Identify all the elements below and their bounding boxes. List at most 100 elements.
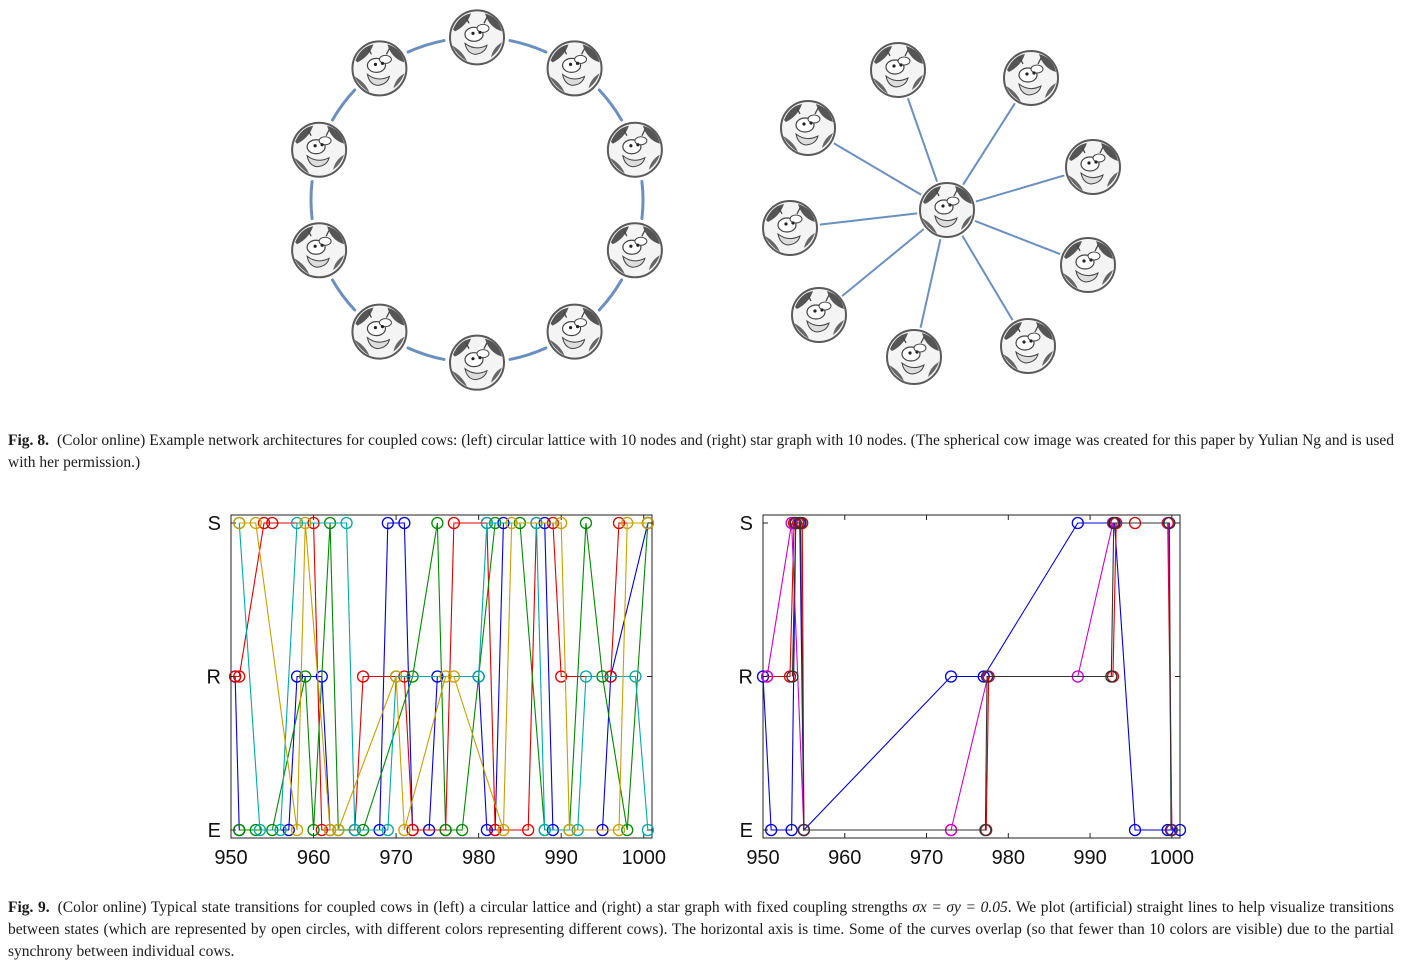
star-edge xyxy=(961,235,1014,321)
spherical-cow-icon xyxy=(1065,139,1121,195)
state-point xyxy=(612,516,626,530)
spherical-cow-icon xyxy=(606,222,663,279)
state-point xyxy=(447,670,461,683)
state-point xyxy=(979,823,992,837)
star-edges xyxy=(819,97,1065,328)
state-point xyxy=(472,670,485,683)
state-point xyxy=(447,516,461,530)
plot-left: 950 960 970 980 990 1000 E R S xyxy=(207,513,666,869)
state-point xyxy=(785,823,798,837)
star-edge xyxy=(919,239,942,328)
fig9-caption-before: (Color online) Typical state transitions… xyxy=(57,899,913,916)
star-edge xyxy=(833,142,922,196)
state-point xyxy=(505,516,518,530)
state-point xyxy=(266,516,279,530)
state-point xyxy=(233,823,246,837)
state-point xyxy=(253,823,267,837)
y-tick-label: E xyxy=(208,820,221,842)
x-tick-label: 970 xyxy=(379,847,412,869)
x-tick-label: 980 xyxy=(462,847,495,869)
plot-right: 950 960 970 980 990 1000 E R S xyxy=(739,513,1195,869)
spherical-cow-icon xyxy=(1000,318,1056,374)
ring-edge xyxy=(597,278,624,312)
spherical-cow-icon xyxy=(449,9,505,66)
state-point xyxy=(332,823,345,837)
star-edge xyxy=(962,102,1016,186)
spherical-cow-icon xyxy=(886,329,942,385)
ring-edge xyxy=(309,179,314,221)
state-point xyxy=(538,823,551,837)
state-point xyxy=(398,516,411,530)
ring-edge xyxy=(508,39,548,54)
star-edge xyxy=(819,212,918,226)
state-point xyxy=(1173,823,1187,837)
fig9-caption-after: . We plot (artificial) straight lines to… xyxy=(8,899,1395,960)
series-line xyxy=(791,522,1172,831)
x-tick-label: 950 xyxy=(214,847,247,869)
spherical-cow-icon xyxy=(791,287,847,343)
state-point xyxy=(431,516,444,530)
state-point xyxy=(480,516,494,530)
state-point xyxy=(522,823,535,837)
spherical-cow-icon xyxy=(1060,237,1116,293)
state-point xyxy=(257,516,271,530)
state-point xyxy=(233,516,246,530)
star-edge xyxy=(841,228,925,297)
state-point xyxy=(555,670,568,683)
state-point xyxy=(641,823,655,837)
state-point xyxy=(579,516,593,530)
fig9-caption: Fig. 9. (Color online) Typical state tran… xyxy=(8,897,1394,963)
state-point xyxy=(340,516,353,530)
state-point xyxy=(406,823,419,837)
state-point xyxy=(480,823,494,837)
series-line xyxy=(238,522,649,831)
state-point xyxy=(290,670,304,683)
x-tick-label: 990 xyxy=(1073,847,1106,869)
spherical-cow-icon xyxy=(870,42,926,98)
state-point xyxy=(282,823,295,837)
state-point xyxy=(1107,516,1120,530)
star-edge xyxy=(975,174,1065,203)
x-tick-label: 1000 xyxy=(1150,847,1195,869)
spherical-cow-icon xyxy=(762,200,818,256)
state-point xyxy=(389,670,403,683)
state-point xyxy=(249,516,262,530)
state-point xyxy=(290,823,304,837)
state-point xyxy=(398,823,411,837)
state-point xyxy=(797,823,811,837)
x-tick-label: 970 xyxy=(910,847,943,869)
ring-edge xyxy=(508,346,548,361)
state-point xyxy=(1105,670,1118,683)
y-tick-label: R xyxy=(207,667,221,689)
fig8-network-diagrams xyxy=(291,9,1121,391)
spherical-cow-icon xyxy=(780,100,836,156)
spherical-cow-icon xyxy=(546,40,603,97)
spherical-cow-icon xyxy=(546,303,603,360)
ring-edge xyxy=(330,278,357,312)
state-point xyxy=(789,516,802,530)
x-tick-label: 950 xyxy=(746,847,779,869)
state-point xyxy=(1128,823,1142,837)
state-point xyxy=(455,823,469,837)
state-point xyxy=(641,516,655,530)
star-nodes xyxy=(762,42,1121,385)
state-point xyxy=(233,670,246,683)
fig8-caption: Fig. 8. (Color online) Example network ar… xyxy=(8,430,1394,474)
state-point xyxy=(381,823,394,837)
x-tick-label: 980 xyxy=(992,847,1025,869)
x-tick-label: 990 xyxy=(545,847,578,869)
star-edge xyxy=(974,219,1061,256)
state-point xyxy=(274,823,287,837)
fig9-label: Fig. 9. xyxy=(8,899,50,916)
fig9-caption-math: σx = σy = 0.05 xyxy=(912,899,1008,916)
state-point xyxy=(290,516,304,530)
state-point xyxy=(348,823,361,837)
ring-edge xyxy=(640,179,645,221)
state-point xyxy=(765,823,778,837)
state-point xyxy=(794,516,807,530)
state-point xyxy=(1163,516,1176,530)
y-tick-label: E xyxy=(740,820,753,842)
state-point xyxy=(497,823,510,837)
state-point xyxy=(760,670,774,683)
series-line xyxy=(762,522,1180,832)
